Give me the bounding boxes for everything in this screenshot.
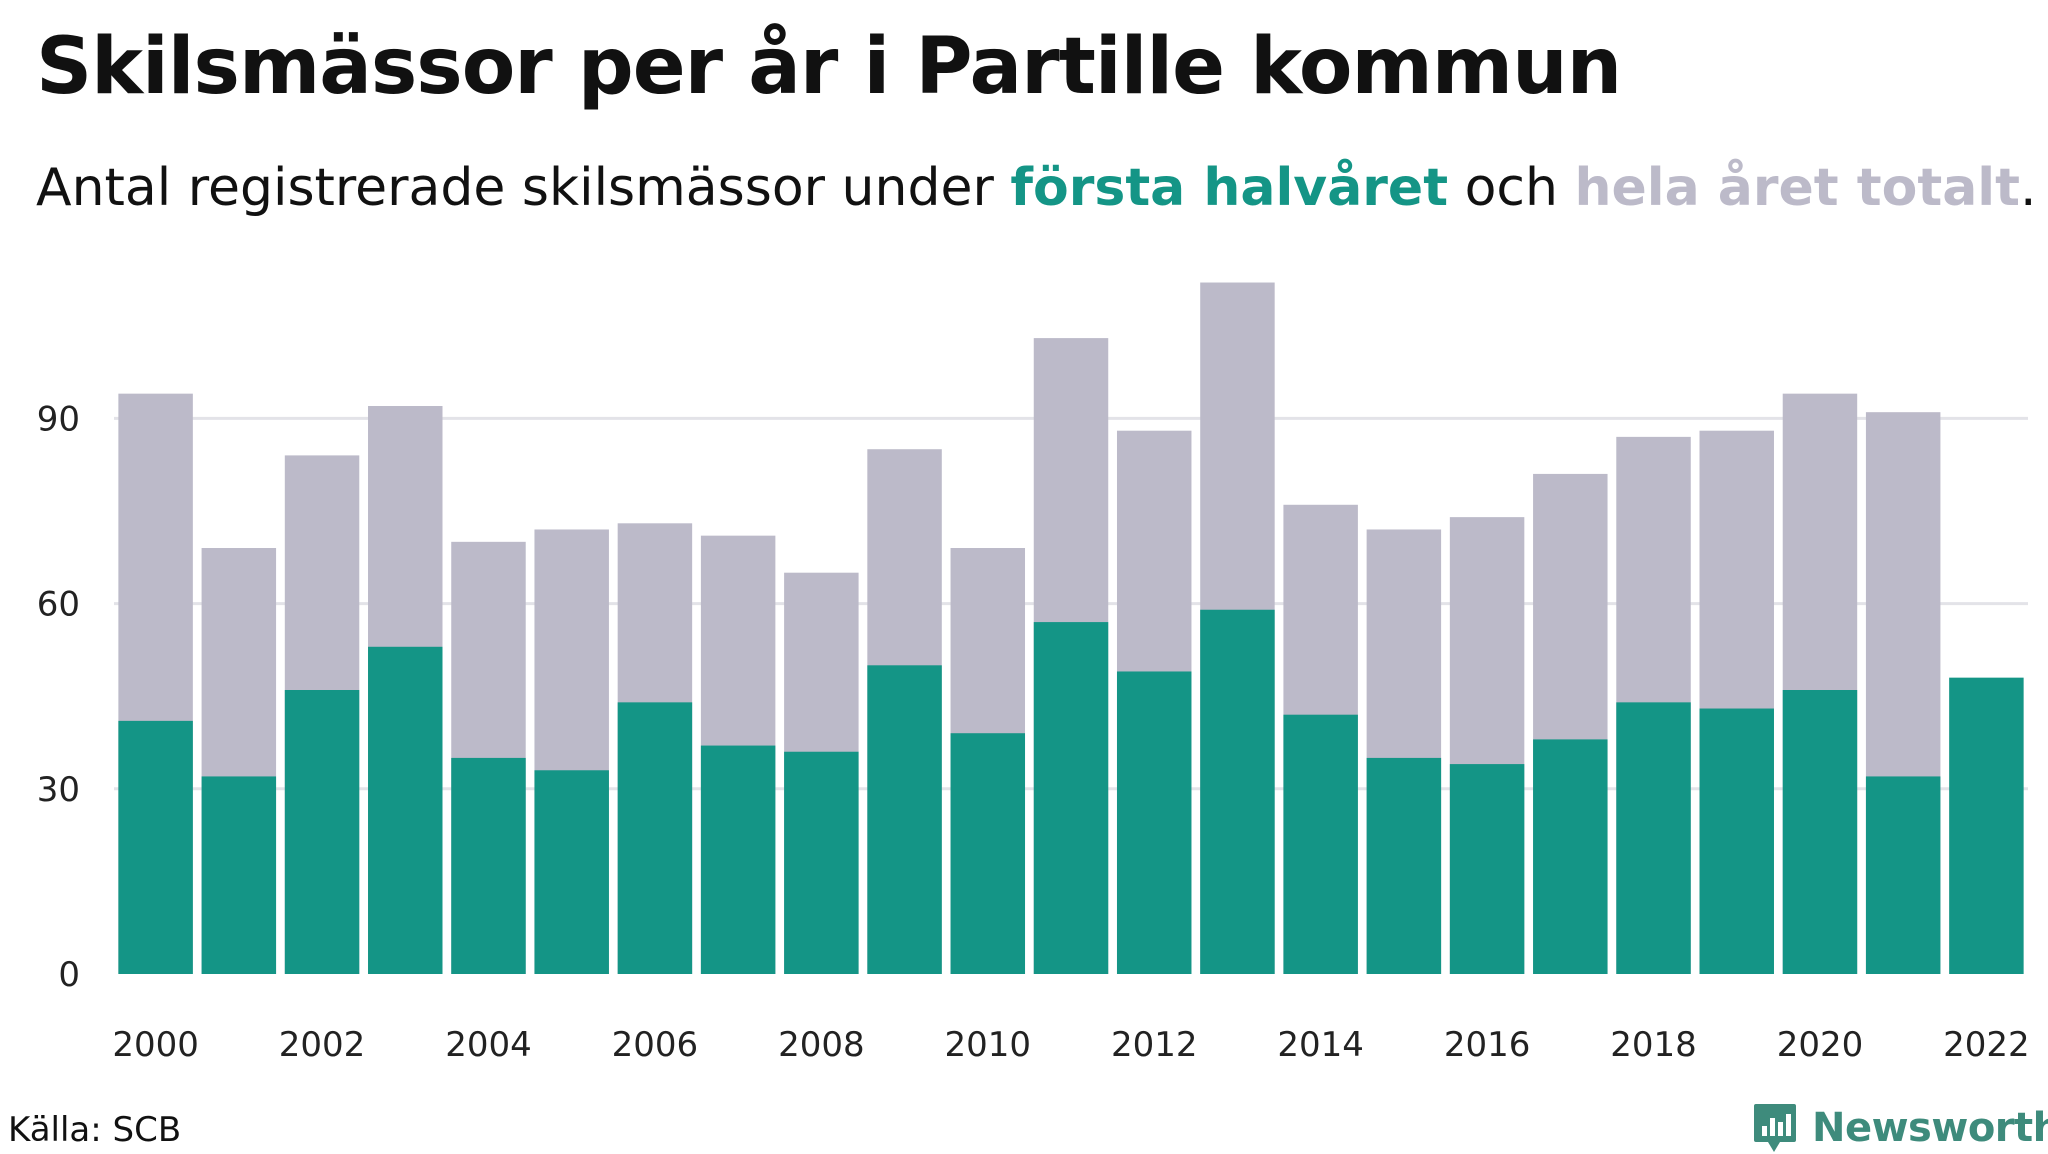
x-axis-labels: 2000 2002 2004 2006 2008 2010 2012 2014 2016 2018… [112, 1025, 2029, 1065]
bar-first-half-2017 [1533, 739, 1608, 974]
x-tick-label: 2006 [612, 1025, 699, 1065]
bar-first-half-2011 [1033, 622, 1109, 974]
bar-first-half-2003 [368, 646, 443, 974]
chart-title: Skilsmässor per år i Partille kommun [36, 22, 1622, 112]
x-tick-label: 2002 [279, 1025, 366, 1065]
bar-first-half-2007 [700, 745, 776, 974]
legend-total: hela året totalt [1574, 158, 2020, 218]
bar-first-half-2004 [451, 757, 526, 974]
newsworthy-logo: Newsworthy [1752, 1102, 2048, 1154]
bar-first-half-2020 [1782, 690, 1858, 974]
x-tick-label: 2008 [778, 1025, 865, 1065]
x-tick-label: 2012 [1111, 1025, 1198, 1065]
bars [118, 282, 2024, 975]
x-tick-label: 2018 [1610, 1025, 1697, 1065]
bar-first-half-2012 [1116, 671, 1192, 974]
y-tick-label: 90 [37, 399, 80, 439]
newsworthy-logo-icon [1754, 1104, 1796, 1152]
bar-first-half-2008 [784, 751, 859, 974]
bar-first-half-2016 [1449, 764, 1525, 974]
brand-name: Newsworthy [1812, 1105, 2048, 1151]
legend-first-half: första halvåret [1010, 158, 1449, 218]
subtitle-middle: och [1448, 158, 1575, 218]
bar-first-half-2022 [1949, 677, 2024, 974]
chart-subtitle: Antal registrerade skilsmässor under för… [36, 158, 2037, 218]
x-tick-label: 2000 [112, 1025, 199, 1065]
subtitle-suffix: . [2019, 158, 2037, 218]
bar-first-half-2000 [118, 720, 193, 974]
y-tick-label: 60 [37, 585, 80, 625]
bar-first-half-2019 [1699, 708, 1774, 974]
bar-first-half-2005 [534, 770, 609, 974]
bar-chart: 0 30 60 90 2000 2002 2004 2006 2008 2010 2012 2014… [37, 282, 2030, 1065]
bar-first-half-2018 [1616, 702, 1691, 974]
x-tick-label: 2022 [1943, 1025, 2030, 1065]
x-tick-label: 2004 [445, 1025, 532, 1065]
y-axis-labels: 0 30 60 90 [37, 399, 80, 995]
y-tick-label: 30 [37, 770, 80, 810]
x-tick-label: 2010 [945, 1025, 1032, 1065]
bar-first-half-2010 [950, 733, 1026, 974]
x-tick-label: 2020 [1777, 1025, 1864, 1065]
bar-first-half-2009 [867, 665, 942, 974]
subtitle-prefix: Antal registrerade skilsmässor under [36, 158, 1011, 218]
y-tick-label: 0 [58, 955, 80, 995]
x-tick-label: 2016 [1444, 1025, 1531, 1065]
bar-first-half-2013 [1200, 609, 1275, 974]
bar-first-half-2002 [284, 690, 360, 974]
x-tick-label: 2014 [1277, 1025, 1364, 1065]
bar-first-half-2006 [617, 702, 693, 974]
bar-first-half-2021 [1865, 776, 1941, 974]
source-note: Källa: SCB [8, 1110, 182, 1150]
bar-first-half-2001 [201, 776, 277, 974]
bar-first-half-2015 [1366, 757, 1442, 974]
bar-first-half-2014 [1283, 714, 1358, 974]
